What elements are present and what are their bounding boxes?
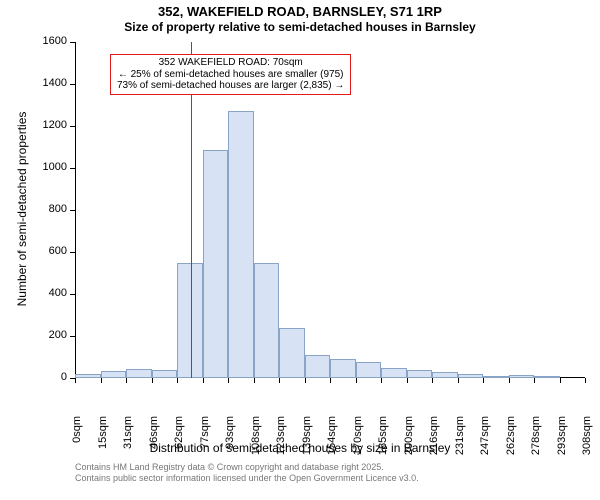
x-axis-label: Distribution of semi-detached houses by … [0, 441, 600, 455]
y-tick-label: 1000 [31, 161, 67, 173]
histogram-bar [152, 370, 178, 378]
y-tick [70, 336, 75, 337]
x-tick [432, 378, 433, 383]
footer-attribution: Contains HM Land Registry data © Crown c… [75, 462, 419, 484]
y-axis-line [75, 42, 76, 378]
y-axis-label: Number of semi-detached properties [15, 89, 29, 329]
histogram-bar [509, 375, 535, 378]
y-tick-label: 200 [31, 329, 67, 341]
x-tick [509, 378, 510, 383]
x-tick [254, 378, 255, 383]
chart-subtitle: Size of property relative to semi-detach… [0, 20, 600, 34]
y-tick [70, 84, 75, 85]
y-tick-label: 0 [31, 371, 67, 383]
x-tick [458, 378, 459, 383]
x-tick [203, 378, 204, 383]
x-tick [279, 378, 280, 383]
histogram-bar [534, 376, 560, 378]
histogram-bar [75, 374, 101, 378]
annotation-line3: 73% of semi-detached houses are larger (… [117, 80, 344, 92]
y-tick-label: 800 [31, 203, 67, 215]
footer-line1: Contains HM Land Registry data © Crown c… [75, 462, 419, 473]
x-tick [483, 378, 484, 383]
y-tick-label: 600 [31, 245, 67, 257]
y-tick [70, 126, 75, 127]
x-tick [75, 378, 76, 383]
histogram-bar [203, 150, 229, 378]
annotation-line1: 352 WAKEFIELD ROAD: 70sqm [117, 57, 344, 69]
y-tick [70, 294, 75, 295]
x-tick [381, 378, 382, 383]
histogram-bar [101, 371, 127, 378]
y-tick-label: 1200 [31, 119, 67, 131]
y-tick-label: 400 [31, 287, 67, 299]
annotation-box: 352 WAKEFIELD ROAD: 70sqm ← 25% of semi-… [110, 54, 351, 95]
histogram-bar [228, 111, 254, 378]
histogram-bar [356, 362, 382, 378]
histogram-bar [279, 328, 305, 378]
x-tick [560, 378, 561, 383]
annotation-line2: ← 25% of semi-detached houses are smalle… [117, 69, 344, 81]
x-tick [356, 378, 357, 383]
x-tick [101, 378, 102, 383]
histogram-bar [432, 372, 458, 378]
histogram-bar [177, 263, 203, 379]
histogram-bar [305, 355, 331, 378]
y-tick [70, 210, 75, 211]
footer-line2: Contains public sector information licen… [75, 473, 419, 484]
chart-title: 352, WAKEFIELD ROAD, BARNSLEY, S71 1RP [0, 4, 600, 19]
histogram-bar [381, 368, 407, 379]
x-tick [330, 378, 331, 383]
histogram-bar [254, 263, 280, 379]
y-tick [70, 168, 75, 169]
y-tick [70, 42, 75, 43]
histogram-bar [483, 376, 509, 378]
x-tick [177, 378, 178, 383]
histogram-bar [458, 374, 484, 378]
x-tick [305, 378, 306, 383]
x-tick [126, 378, 127, 383]
x-tick [152, 378, 153, 383]
histogram-bar [330, 359, 356, 378]
x-tick [228, 378, 229, 383]
y-tick-label: 1600 [31, 35, 67, 47]
histogram-bar [126, 369, 152, 378]
x-tick [407, 378, 408, 383]
histogram-bar [407, 370, 433, 378]
x-tick [585, 378, 586, 383]
y-tick-label: 1400 [31, 77, 67, 89]
y-tick [70, 252, 75, 253]
x-tick [534, 378, 535, 383]
